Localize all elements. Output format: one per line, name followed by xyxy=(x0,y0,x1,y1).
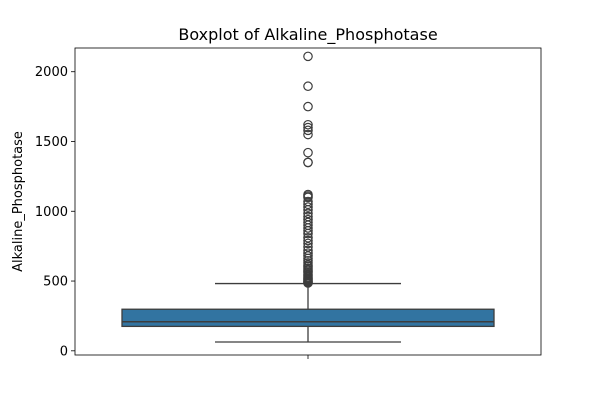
y-axis-label: Alkaline_Phosphotase xyxy=(11,131,26,272)
y-tick-label-500: 500 xyxy=(43,275,68,290)
chart-title: Boxplot of Alkaline_Phosphotase xyxy=(178,25,437,45)
outlier-point-21 xyxy=(303,245,313,256)
y-tick-label-1500: 1500 xyxy=(35,135,68,150)
outlier-point-19 xyxy=(303,251,313,261)
outlier-point-35 xyxy=(303,202,313,212)
outlier-point-37 xyxy=(303,196,313,207)
outlier-point-45 xyxy=(303,125,313,136)
outlier-point-23 xyxy=(303,238,313,249)
y-tick-label-1000: 1000 xyxy=(35,205,68,220)
outlier-point-48 xyxy=(303,101,313,112)
outlier-point-47 xyxy=(303,119,313,130)
chart-marks: 0 500 1000 1500 2000 xyxy=(35,51,495,359)
outlier-point-40 xyxy=(303,189,313,200)
outlier-point-24 xyxy=(303,235,313,246)
outlier-point-49 xyxy=(303,81,313,92)
y-tick-label-2000: 2000 xyxy=(35,65,68,80)
iqr-box xyxy=(121,308,495,328)
outlier-point-32 xyxy=(303,211,313,222)
outlier-point-22 xyxy=(303,242,313,252)
outlier-point-44 xyxy=(303,129,313,140)
outlier-point-31 xyxy=(303,214,313,225)
outlier-point-30 xyxy=(303,217,313,228)
outlier-point-25 xyxy=(303,232,313,243)
outlier-point-43 xyxy=(303,147,313,158)
y-tick-label-0: 0 xyxy=(60,344,68,359)
outlier-point-42 xyxy=(303,157,313,168)
outlier-point-33 xyxy=(303,208,313,219)
outlier-point-46 xyxy=(303,122,313,133)
outlier-point-50 xyxy=(303,51,313,62)
outlier-point-20 xyxy=(303,248,313,258)
outlier-point-17 xyxy=(303,256,313,266)
